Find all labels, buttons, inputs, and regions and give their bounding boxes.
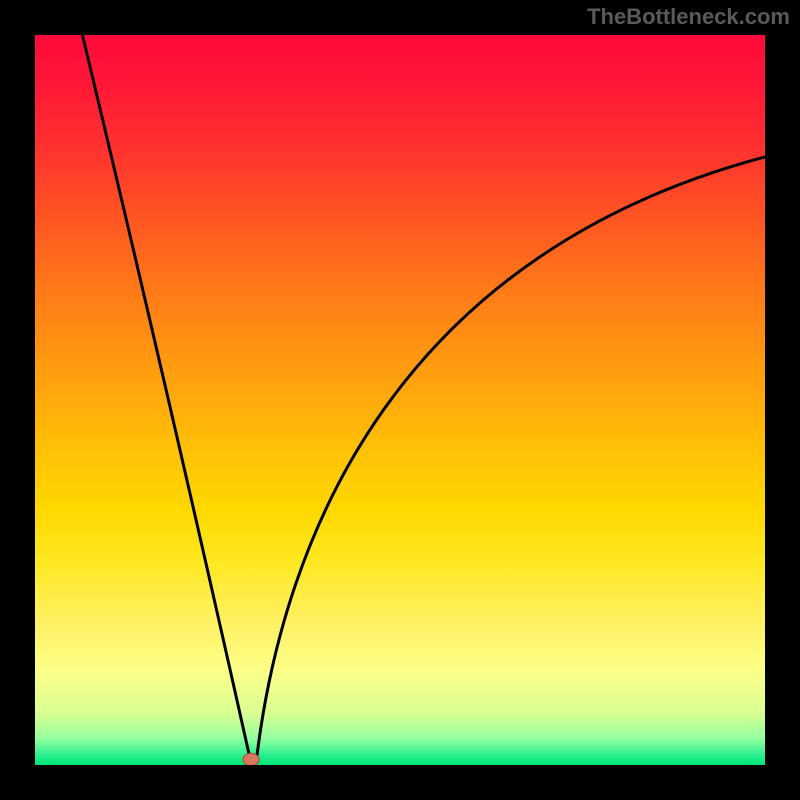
chart-svg [35, 35, 765, 765]
plot-area [35, 35, 765, 765]
watermark-text: TheBottleneck.com [587, 4, 790, 30]
minimum-marker [243, 753, 259, 765]
chart-background [35, 35, 765, 765]
chart-container: TheBottleneck.com [0, 0, 800, 800]
